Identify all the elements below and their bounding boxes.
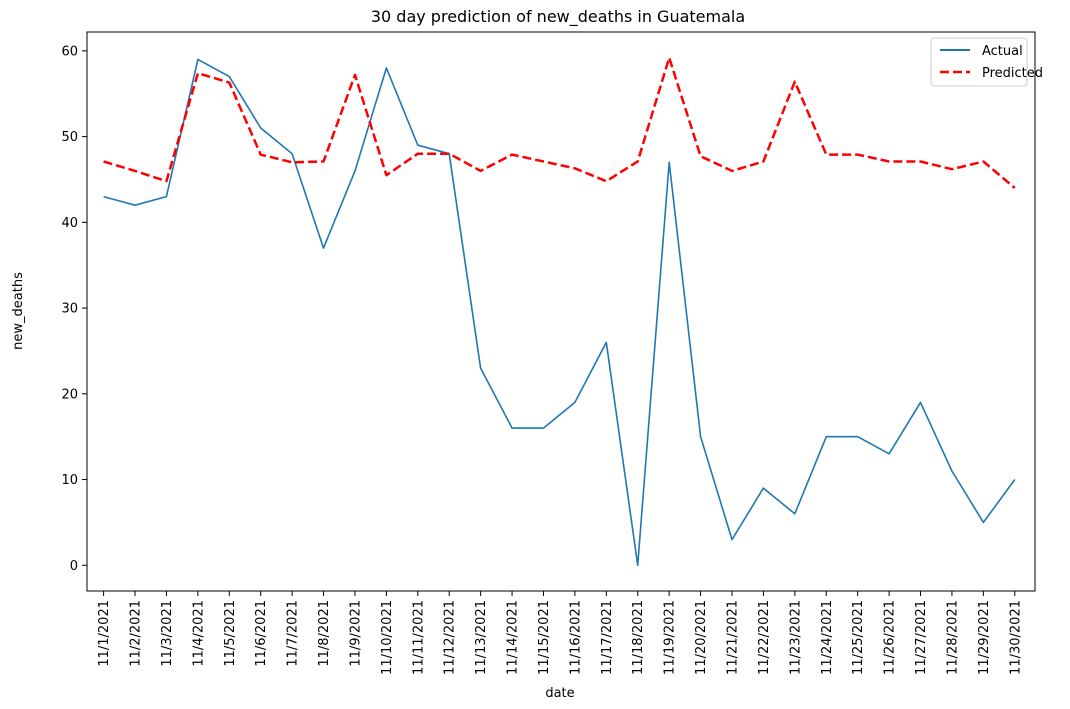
y-axis: 0 10 20 30 40 50 60 [61, 44, 87, 574]
legend-label-predicted: Predicted [982, 66, 1043, 81]
x-tick-label: 11/9/2021 [348, 600, 363, 667]
x-tick-label: 11/12/2021 [443, 600, 458, 675]
x-tick-label: 11/25/2021 [851, 600, 866, 675]
x-tick-label: 11/17/2021 [600, 600, 615, 675]
y-axis-label: new_deaths [11, 272, 26, 350]
x-tick-label: 11/29/2021 [977, 600, 992, 675]
x-tick-label: 11/14/2021 [506, 600, 521, 675]
x-tick-label: 11/8/2021 [317, 600, 332, 667]
y-tick-label: 50 [61, 130, 78, 145]
x-tick-label: 11/7/2021 [286, 600, 301, 667]
x-tick-label: 11/6/2021 [254, 600, 269, 667]
x-tick-label: 11/3/2021 [160, 600, 175, 667]
x-tick-label: 11/21/2021 [726, 600, 741, 675]
x-tick-label: 11/4/2021 [191, 600, 206, 667]
x-tick-label: 11/13/2021 [474, 600, 489, 675]
x-tick-label: 11/15/2021 [537, 600, 552, 675]
x-tick-label: 11/5/2021 [223, 600, 238, 667]
legend-label-actual: Actual [982, 44, 1023, 59]
y-tick-label: 60 [61, 44, 78, 59]
x-tick-label: 11/16/2021 [568, 600, 583, 675]
series-layer [103, 56, 1016, 567]
x-tick-label: 11/30/2021 [1008, 600, 1023, 675]
x-tick-label: 11/23/2021 [788, 600, 803, 675]
series-line-actual [103, 58, 1016, 567]
x-tick-label: 11/2/2021 [129, 600, 144, 667]
x-tick-label: 11/19/2021 [663, 600, 678, 675]
plot-area [86, 31, 1036, 592]
y-tick-label: 0 [70, 559, 78, 574]
x-tick-label: 11/24/2021 [820, 600, 835, 675]
x-tick-label: 11/18/2021 [631, 600, 646, 675]
x-tick-label: 11/22/2021 [757, 600, 772, 675]
y-tick-label: 40 [61, 216, 78, 231]
x-tick-label: 11/1/2021 [97, 600, 112, 667]
series-line-predicted [103, 56, 1016, 189]
x-tick-label: 11/28/2021 [945, 600, 960, 675]
x-axis-label: date [545, 686, 574, 701]
x-tick-label: 11/26/2021 [883, 600, 898, 675]
x-axis: 11/1/2021 11/2/2021 11/3/2021 11/4/2021 11/5… [97, 591, 1023, 675]
x-tick-label: 11/10/2021 [380, 600, 395, 675]
x-tick-label: 11/27/2021 [914, 600, 929, 675]
x-tick-label: 11/20/2021 [694, 600, 709, 675]
legend: Actual Predicted [930, 37, 1043, 87]
x-tick-label: 11/11/2021 [411, 600, 426, 675]
chart-title: 30 day prediction of new_deaths in Guate… [371, 7, 745, 27]
y-tick-label: 10 [61, 473, 78, 488]
y-tick-label: 20 [61, 387, 78, 402]
y-tick-label: 30 [61, 302, 78, 317]
